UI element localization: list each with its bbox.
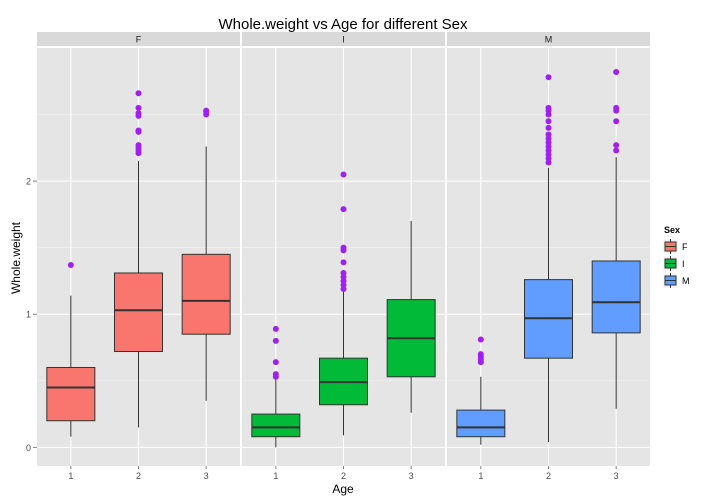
outlier-point xyxy=(272,371,279,378)
x-tick-label: 2 xyxy=(136,471,141,481)
outlier-point xyxy=(477,351,484,358)
legend-title: Sex xyxy=(664,225,680,235)
legend-item-i: I xyxy=(662,255,685,272)
box-i-age-1 xyxy=(251,325,301,448)
box-body xyxy=(114,272,163,353)
box-body xyxy=(46,366,96,422)
y-tick-label: 0 xyxy=(26,443,31,453)
box-body xyxy=(251,413,301,438)
y-tick-label: 2 xyxy=(26,177,31,187)
x-tick-label: 1 xyxy=(68,471,73,481)
outlier-point xyxy=(545,74,552,81)
x-tick-label: 2 xyxy=(546,471,551,481)
legend-label: M xyxy=(682,276,690,286)
y-axis: 0 1 2 xyxy=(26,177,37,453)
x-tick-label: 3 xyxy=(614,471,619,481)
outlier-point xyxy=(272,359,279,366)
outlier-point xyxy=(340,244,347,251)
outlier-point xyxy=(613,104,620,111)
box-f-age-2 xyxy=(114,90,163,428)
x-tick-label: 3 xyxy=(204,471,209,481)
outlier-point xyxy=(67,261,74,268)
facet-panel-m: M 1 2 3 xyxy=(447,32,650,481)
outlier-point xyxy=(135,127,142,134)
outlier-point xyxy=(545,124,552,131)
outlier-point xyxy=(545,118,552,125)
legend-item-m: M xyxy=(662,272,690,289)
outlier-point xyxy=(135,104,142,111)
facet-strip xyxy=(242,32,445,46)
facet-strip xyxy=(447,32,650,46)
x-tick-label: 1 xyxy=(478,471,483,481)
legend-label: F xyxy=(682,242,688,252)
outlier-point xyxy=(203,107,210,114)
outlier-point xyxy=(340,259,347,266)
outlier-point xyxy=(545,104,552,111)
outlier-point xyxy=(545,131,552,138)
outlier-point xyxy=(135,110,142,117)
outlier-point xyxy=(613,68,620,75)
legend: Sex FIM xyxy=(662,225,690,289)
x-tick-label: 3 xyxy=(409,471,414,481)
outlier-point xyxy=(477,336,484,343)
facet-strip-label: F xyxy=(136,35,142,45)
legend-label: I xyxy=(682,259,685,269)
outlier-point xyxy=(613,142,620,149)
facet-strip-label: I xyxy=(342,35,345,45)
box-f-age-1 xyxy=(46,261,96,437)
y-tick-label: 1 xyxy=(26,310,31,320)
outlier-point xyxy=(340,269,347,276)
outlier-point xyxy=(613,147,620,154)
x-tick-label: 2 xyxy=(341,471,346,481)
outlier-point xyxy=(340,206,347,213)
box-i-age-3 xyxy=(386,221,436,413)
outlier-point xyxy=(135,90,142,97)
facet-panel-i: I 1 2 3 xyxy=(242,32,445,481)
chart-title: Whole.weight vs Age for different Sex xyxy=(218,16,468,33)
box-body xyxy=(591,260,641,334)
box-body xyxy=(181,253,231,335)
box-body xyxy=(456,409,506,438)
legend-item-f: F xyxy=(662,238,688,255)
facet-strip xyxy=(37,32,240,46)
outlier-point xyxy=(340,171,347,178)
facet-strip-label: M xyxy=(545,35,553,45)
outlier-point xyxy=(272,337,279,344)
box-m-age-2 xyxy=(524,74,573,443)
box-f-age-3 xyxy=(181,107,231,401)
facet-panels: F 1 2 3 I 1 2 3 M 1 2 3 xyxy=(37,32,650,481)
outlier-point xyxy=(135,142,142,149)
box-i-age-2 xyxy=(319,171,368,436)
outlier-point xyxy=(272,325,279,332)
x-axis-title: Age xyxy=(332,482,354,496)
outlier-point xyxy=(613,118,620,125)
facet-panel-f: F 1 2 3 xyxy=(37,32,240,481)
y-axis-title: Whole.weight xyxy=(9,221,23,294)
box-m-age-1 xyxy=(456,336,506,445)
x-tick-label: 1 xyxy=(273,471,278,481)
box-m-age-3 xyxy=(591,68,641,409)
